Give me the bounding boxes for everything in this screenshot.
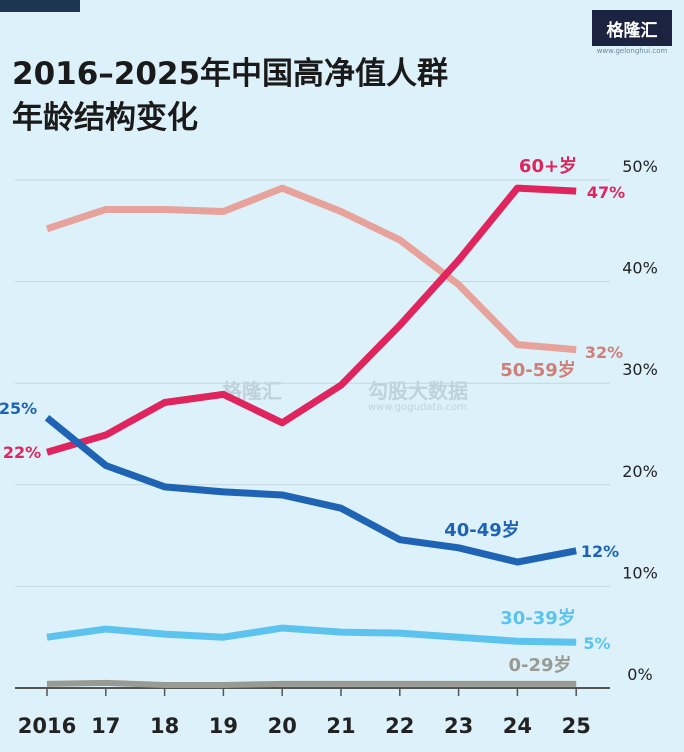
- start-value-label: 22%: [3, 443, 41, 462]
- chart-title: 2016–2025年中国高净值人群 年龄结构变化: [12, 52, 448, 140]
- x-tick-label: 18: [150, 714, 179, 738]
- series-line-50-59岁: [45, 184, 577, 354]
- y-tick-label: 20%: [622, 462, 658, 481]
- series-line-0-29岁: [46, 679, 577, 688]
- x-tick-label: 24: [503, 714, 532, 738]
- y-tick-label: 50%: [622, 157, 658, 176]
- series-label: 50-59岁: [500, 359, 576, 381]
- title-line-2: 年龄结构变化: [12, 100, 198, 136]
- x-tick-label: 19: [209, 714, 238, 738]
- logo-text: 格隆汇: [606, 20, 658, 41]
- end-value-label: 47%: [587, 183, 625, 202]
- x-tick-label: 20: [268, 714, 297, 738]
- end-value-label: 12%: [581, 542, 619, 561]
- x-tick-label: 22: [385, 714, 414, 738]
- y-tick-label: 40%: [622, 259, 658, 278]
- logo-url: www.gelonghui.com: [596, 47, 668, 55]
- x-tick-label: 23: [444, 714, 473, 738]
- series-label: 40-49岁: [444, 519, 520, 541]
- series-line-40-49岁: [44, 415, 577, 566]
- y-tick-label: 30%: [622, 360, 658, 379]
- top-bar: [0, 0, 80, 12]
- end-value-label: 5%: [583, 634, 610, 653]
- y-tick-label: 0%: [627, 665, 652, 684]
- series-label: 60+岁: [519, 155, 577, 177]
- start-value-label: 25%: [0, 399, 37, 418]
- series-label: 30-39岁: [500, 607, 576, 629]
- logo: 格隆汇: [592, 10, 672, 46]
- series-label: 0-29岁: [508, 654, 571, 676]
- x-tick-label: 2016: [18, 714, 76, 738]
- series-line-60+岁: [46, 184, 577, 456]
- x-tick-label: 21: [326, 714, 355, 738]
- watermark-url: www.gogudata.com: [368, 402, 468, 413]
- series-line-30-39岁: [46, 624, 577, 646]
- title-line-1: 2016–2025年中国高净值人群: [12, 56, 449, 92]
- end-value-label: 32%: [585, 343, 623, 362]
- x-tick-label: 17: [91, 714, 120, 738]
- y-tick-label: 10%: [622, 563, 658, 582]
- x-tick-label: 25: [562, 714, 591, 738]
